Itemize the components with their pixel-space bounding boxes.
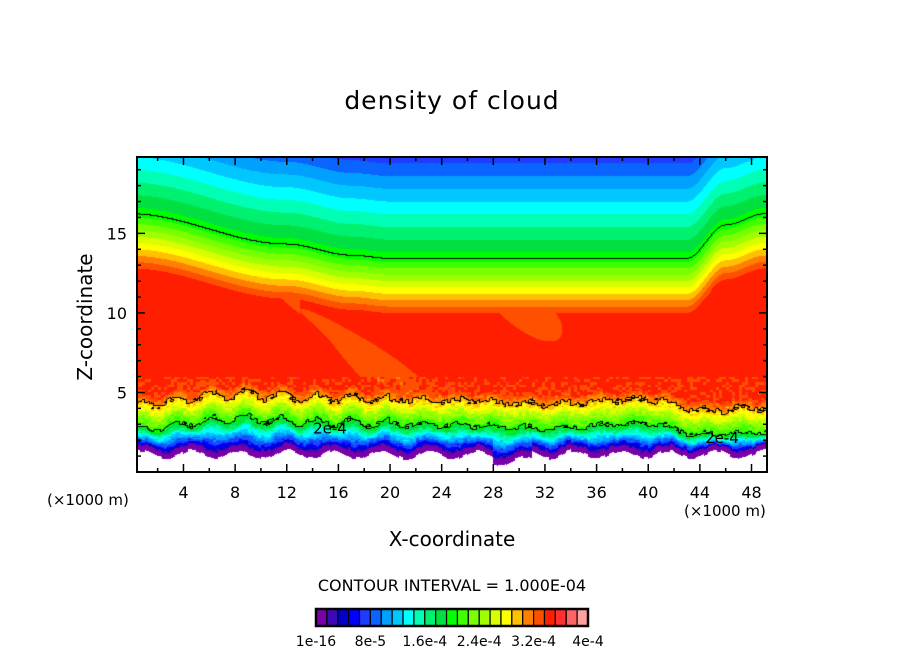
contour-label: 2e-4 [313,419,347,437]
y-tick-label: 15 [107,224,127,243]
colorbar-swatch [348,608,361,627]
x-tick-label: 8 [230,483,240,502]
x-tick-label: 16 [328,483,348,502]
colorbar-swatch [380,608,393,627]
x-tick-label: 44 [690,483,710,502]
colorbar-swatch [337,608,350,627]
colorbar-swatch [326,608,339,627]
colorbar-label: 2.4e-4 [457,634,502,650]
colorbar-swatch [369,608,382,627]
colorbar-swatch [522,608,535,627]
x-tick-label: 28 [483,483,503,502]
colorbar-swatch [554,608,567,627]
colorbar-label: 1.6e-4 [402,634,447,650]
colorbar-swatch [467,608,480,627]
y-tick-label: 5 [117,383,127,402]
contour-field [137,157,767,472]
colorbar-label: 8e-5 [355,634,386,650]
colorbar-swatch [565,608,578,627]
x-tick-label: 40 [638,483,658,502]
colorbar-frame [314,607,590,628]
colorbar-swatch [391,608,404,627]
colorbar-swatch [402,608,415,627]
colorbar-swatch [532,608,546,627]
contour-interval: CONTOUR INTERVAL = 1.000E-04 [317,576,587,595]
colorbar-swatch [576,608,589,627]
x-tick-label: 24 [431,483,451,502]
colorbar-swatch [500,608,513,627]
x-tick-label: 36 [586,483,606,502]
x-unit-right: (×1000 m) [684,502,766,520]
plot-frame [136,156,768,473]
x-tick-label: 12 [277,483,297,502]
colorbar-swatch [489,608,502,627]
x-tick-label: 48 [741,483,761,502]
colorbar-swatch [445,608,459,627]
colorbar-swatch [413,608,426,627]
contour-label: 2e-4 [705,429,739,447]
colorbar-swatch [315,608,328,627]
colorbar-label: 3.2e-4 [511,634,556,650]
colorbar-swatch [543,608,556,627]
x-unit-left: (×1000 m) [47,491,129,509]
y-axis-label: Z-coordinate [73,253,97,381]
colorbar-swatch [511,608,524,627]
x-tick-label: 32 [535,483,555,502]
colorbar-swatch [424,608,437,627]
colorbar-swatch [435,608,448,627]
x-axis-label: X-coordinate [388,527,516,551]
x-tick-label: 4 [178,483,188,502]
colorbar-label: 1e-16 [296,634,336,650]
colorbar-swatch [478,608,491,627]
y-tick-label: 10 [107,304,127,323]
chart-title: density of cloud [344,86,560,115]
colorbar-swatch [456,608,469,627]
colorbar-label: 4e-4 [572,634,604,650]
colorbar-swatch [358,608,371,627]
x-tick-label: 20 [380,483,400,502]
